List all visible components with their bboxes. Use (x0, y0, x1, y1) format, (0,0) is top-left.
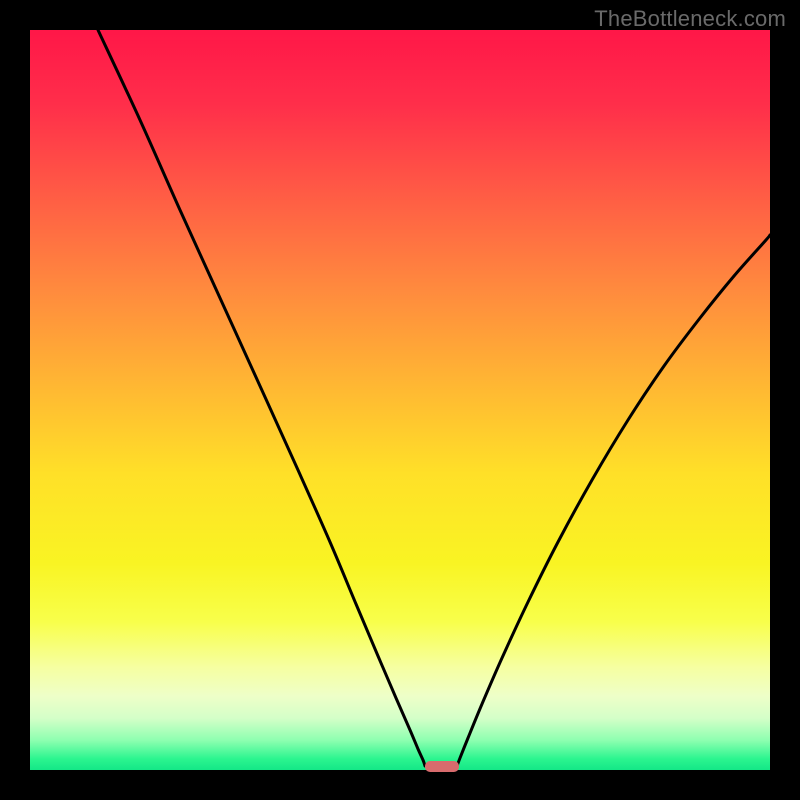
bottleneck-curves (30, 30, 770, 770)
chart-frame: TheBottleneck.com (0, 0, 800, 800)
notch-marker (425, 761, 459, 772)
watermark-text: TheBottleneck.com (594, 6, 786, 32)
left-curve (98, 30, 425, 766)
plot-area (30, 30, 770, 770)
right-curve (457, 235, 770, 766)
